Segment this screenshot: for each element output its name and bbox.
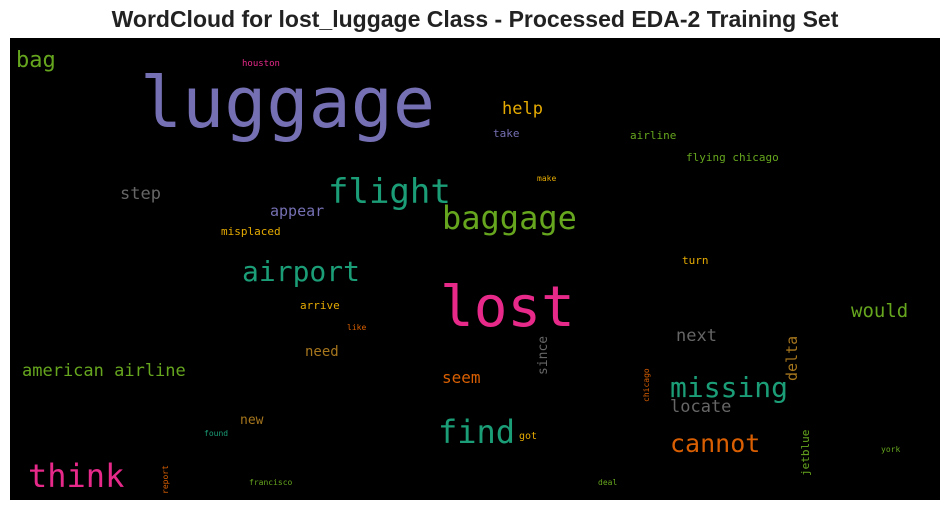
wordcloud-canvas: luggage lost flight baggage find think airport… [10,38,940,500]
word-american-airline: american airline [22,361,186,381]
word-airport: airport [242,255,361,288]
word-deal: deal [598,478,618,487]
word-cannot: cannot [670,429,761,458]
word-next: next [676,326,717,346]
word-delta: delta [783,335,801,381]
word-jetblue: jetblue [799,429,812,477]
word-need: need [305,344,339,360]
word-francisco: francisco [249,478,293,487]
word-york: york [881,445,901,454]
word-houston: houston [242,59,280,69]
word-seem: seem [442,368,481,387]
word-would: would [851,300,909,322]
word-make: make [537,174,557,183]
word-find: find [438,413,516,451]
word-turn: turn [682,254,709,267]
word-appear: appear [270,202,325,220]
word-since: since [536,335,551,375]
word-baggage: baggage [442,199,577,237]
word-lost: lost [440,275,575,340]
word-got: got [519,431,538,442]
chart-title: WordCloud for lost_luggage Class - Proce… [111,6,839,32]
word-found: found [204,429,229,438]
word-think: think [28,457,125,495]
word-missing: missing [670,371,789,404]
word-chicago: chicago [642,367,651,402]
word-flying-chicago: flying chicago [686,151,779,164]
word-step: step [120,184,161,204]
word-bag: bag [16,48,56,73]
word-help: help [502,99,543,119]
word-misplaced: misplaced [221,225,281,238]
word-airline: airline [630,129,677,142]
word-flight: flight [328,172,451,212]
word-take: take [493,127,520,140]
word-locate: locate [670,397,732,417]
word-luggage: luggage [140,62,436,144]
word-arrive: arrive [300,299,340,312]
word-report: report [161,464,170,494]
word-new: new [240,413,264,428]
word-like: like [347,323,367,332]
